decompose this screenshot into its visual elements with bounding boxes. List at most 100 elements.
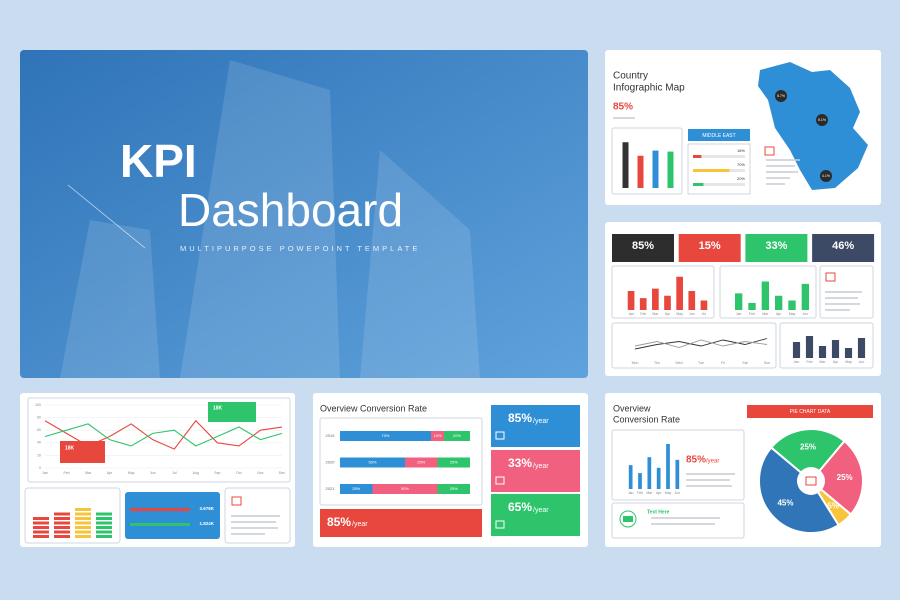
tile-unit: /year: [533, 507, 549, 514]
bar-segment: [340, 484, 373, 494]
banner-unit: /year: [352, 521, 368, 528]
slide-title: Overview: [613, 403, 651, 413]
pie-center: [797, 467, 825, 495]
progress-label: 20%: [737, 176, 745, 181]
bar: [652, 150, 659, 188]
x-tick-label: Jan: [794, 360, 800, 364]
panel-borders: [24, 127, 874, 544]
note: Text Here: [647, 509, 670, 515]
region-label: MIDDLE EAST: [702, 133, 735, 139]
x-tick-label: Jan: [628, 491, 634, 495]
progress-label: 16%: [737, 148, 745, 153]
x-tick-label: Feb: [637, 491, 643, 495]
x-tick-label: Feb: [749, 312, 755, 316]
segment-label: 20%: [453, 433, 461, 438]
segment-label: 50%: [401, 486, 409, 491]
x-tick-label: Sep: [214, 471, 220, 475]
x-tick-label: Wed: [675, 361, 682, 365]
kpi-tile: [491, 450, 580, 492]
x-tick-label: Apr: [776, 312, 782, 316]
x-tick-label: Apr: [656, 491, 662, 495]
bar-segment: [340, 431, 431, 441]
series-line: [634, 339, 768, 348]
x-tick-label: Mar: [762, 312, 769, 316]
stat-value: 85%: [686, 455, 706, 466]
progress-bar: [693, 155, 702, 158]
kpi-tile: [812, 234, 875, 262]
stripe-bar: [96, 512, 112, 538]
map-pin: [775, 90, 787, 102]
kpi-value: 46%: [832, 240, 854, 252]
segment-label: 10%: [433, 433, 441, 438]
tile-unit: /year: [533, 418, 549, 425]
bar: [652, 288, 659, 310]
x-tick-label: Mar: [646, 491, 653, 495]
pie-slice: [758, 446, 840, 534]
series-line: [44, 423, 283, 447]
bar-segment: [372, 484, 438, 494]
series-line: [634, 338, 768, 350]
y-tick-label: 60: [37, 428, 41, 432]
bar: [788, 300, 796, 310]
bar: [664, 295, 671, 310]
pie-icon: [805, 476, 817, 486]
bar: [688, 291, 696, 310]
segment-label: 25%: [417, 460, 425, 465]
stat-unit: /year: [706, 459, 719, 465]
callout-label: 18K: [213, 405, 223, 411]
hero-title: KPI: [120, 135, 197, 187]
y-tick-label: 100: [35, 403, 41, 407]
x-tick-label: Apr: [833, 360, 839, 364]
pie-title: PIE CHART DATA: [790, 409, 831, 415]
bar: [831, 340, 840, 358]
bar: [818, 346, 827, 358]
bar: [627, 291, 635, 310]
card-value: 1.824K: [199, 521, 214, 526]
x-tick-label: Jan: [736, 312, 742, 316]
y-tick-label: 0: [39, 466, 41, 470]
slice-label: 45%: [777, 498, 793, 507]
hero-subtitle: Dashboard: [178, 184, 403, 236]
bar-segment: [340, 457, 405, 468]
y-tick-label: 40: [37, 441, 41, 445]
panel: [687, 143, 751, 195]
bar: [735, 293, 743, 310]
x-tick-label: Fri: [721, 361, 725, 365]
x-tick-label: May: [845, 360, 852, 364]
slice-label: 25%: [800, 442, 816, 451]
tile-icon: [495, 520, 505, 529]
bar: [857, 338, 866, 358]
bar-segment: [437, 457, 470, 468]
kpi-value: 33%: [765, 240, 787, 252]
x-tick-label: Mar: [652, 312, 659, 316]
x-tick-label: Jun: [803, 312, 809, 316]
progress-track: [693, 155, 745, 158]
stripe-bar: [75, 508, 91, 538]
info-card: [125, 492, 220, 539]
bar: [675, 459, 680, 489]
x-tick-label: Mon: [632, 361, 639, 365]
slice-label: 25%: [837, 473, 853, 482]
bar-segment: [437, 484, 470, 494]
bar-segment: [444, 431, 470, 441]
bar-segment: [431, 431, 444, 441]
slide-title: Overview Conversion Rate: [320, 403, 427, 413]
icon: [623, 516, 633, 522]
hero-tagline: MULTIPURPOSE POWEPOINT TEMPLATE: [180, 244, 420, 253]
bar: [676, 276, 683, 310]
x-tick-label: Nov: [257, 471, 263, 475]
tile-value: 85%: [508, 411, 532, 425]
pie-header: [747, 405, 873, 418]
x-tick-label: Feb: [64, 471, 70, 475]
kpi-tile: [612, 234, 674, 262]
bar: [805, 336, 814, 358]
x-tick-label: Jun: [675, 491, 681, 495]
progress-bar: [693, 183, 704, 186]
tile-value: 65%: [508, 500, 532, 514]
x-tick-label: May: [128, 471, 135, 475]
stripe-bar: [54, 512, 70, 538]
bar: [761, 281, 769, 310]
x-tick-label: Jan: [42, 471, 48, 475]
x-tick-label: Aug: [193, 471, 199, 475]
